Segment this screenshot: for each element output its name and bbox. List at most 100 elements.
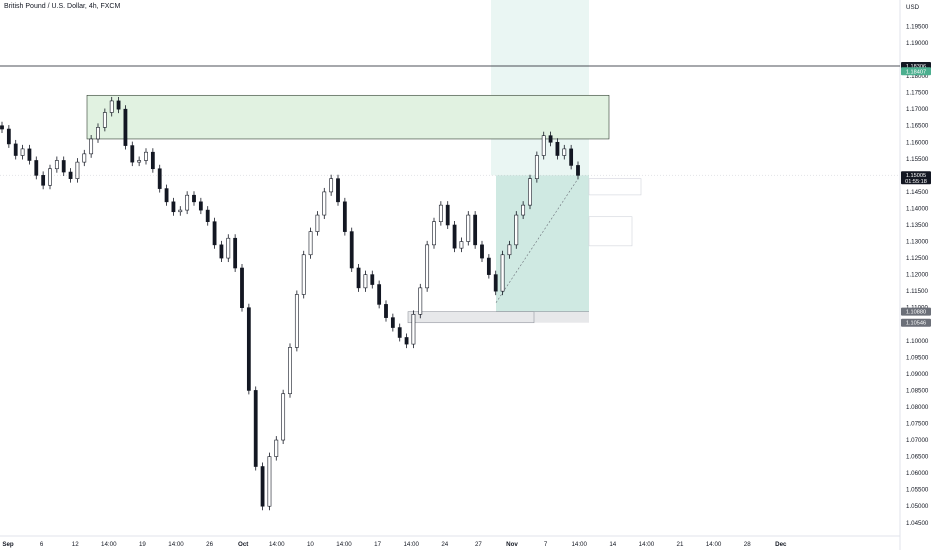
candle-body [349, 231, 354, 269]
x-tick-label: 26 [206, 541, 213, 548]
x-tick-label: 24 [441, 541, 448, 548]
x-tick-label: 17 [374, 541, 381, 548]
candle-body [541, 135, 546, 156]
x-tick-label: 7 [544, 541, 548, 548]
y-tick-label: 1.19000 [906, 40, 929, 47]
candle-body [96, 127, 100, 140]
candle-body [75, 161, 80, 179]
candle-body [27, 148, 32, 161]
x-tick-label: 14:00 [571, 541, 587, 548]
y-tick-label: 1.05500 [906, 487, 929, 494]
candle-body [34, 160, 39, 176]
resistance-zone[interactable] [86, 94, 610, 140]
candle-body [0, 125, 4, 130]
price-badge-label: 1.10546 [906, 321, 926, 327]
candle-body [425, 244, 430, 289]
y-tick-label: 1.06000 [906, 470, 929, 477]
candle-body [198, 201, 203, 211]
y-tick-label: 1.04500 [906, 520, 929, 527]
candle-body [480, 244, 484, 259]
candle-body [178, 209, 183, 213]
position-range-band [491, 0, 589, 66]
candle-body [185, 194, 190, 211]
price-badge-countdown: 01:55:18 [905, 179, 927, 185]
price-badge-label: 1.15005 [906, 173, 926, 179]
stop-zone[interactable] [408, 311, 589, 323]
x-tick-label: 12 [72, 541, 79, 548]
price-badge-label: 1.10880 [906, 310, 926, 316]
candle-body [281, 393, 286, 441]
candle-body [576, 165, 580, 176]
candle-body [528, 178, 532, 206]
y-tick-label: 1.06500 [906, 454, 929, 461]
candle-body [322, 191, 327, 216]
candle-body [41, 175, 46, 186]
price-badge-label: 1.18407 [906, 69, 926, 75]
price-badge-label: 1.18306 [906, 64, 926, 70]
candle-body [459, 241, 464, 249]
candle-body [260, 466, 265, 507]
y-tick-label: 1.07500 [906, 421, 929, 428]
candle-body [233, 237, 238, 269]
price-badge [901, 318, 931, 327]
y-tick-label: 1.18000 [906, 73, 929, 80]
candle-body [507, 244, 512, 256]
trend-projection-line [495, 178, 579, 303]
x-tick-label: 14:00 [168, 541, 184, 548]
stop-zone-outline [407, 311, 535, 324]
x-tick-label: 14:00 [706, 541, 722, 548]
candle-body [418, 287, 423, 315]
profit-zone[interactable] [496, 175, 589, 312]
candle-body [397, 327, 402, 338]
candle-body [20, 148, 25, 156]
x-tick-label: 10 [307, 541, 314, 548]
candle-body [130, 145, 135, 163]
y-tick-label: 1.05000 [906, 503, 929, 510]
candle-body [534, 155, 539, 179]
candle-body [514, 214, 519, 246]
y-tick-label: 1.12000 [906, 272, 929, 279]
y-tick-label: 1.17500 [906, 90, 929, 97]
y-tick-label: 1.11500 [906, 288, 928, 295]
x-tick-label: 14:00 [639, 541, 655, 548]
candle-body [102, 112, 107, 128]
x-tick-label: 21 [677, 541, 684, 548]
candle-body [308, 231, 313, 256]
price-badge [901, 171, 931, 185]
candle-body [466, 214, 471, 242]
chart-title: British Pound / U.S. Dollar, 4h, FXCM [4, 3, 121, 10]
candle-body [294, 294, 299, 348]
candle-body [315, 214, 320, 232]
price-badge [901, 67, 931, 76]
candle-body [288, 347, 292, 395]
x-tick-label: 14:00 [336, 541, 352, 548]
price-badge [901, 307, 931, 316]
candle-body [61, 160, 66, 173]
y-tick-label: 1.16500 [906, 123, 929, 130]
candle-body [329, 178, 334, 193]
candle-body [68, 171, 73, 179]
y-tick-label: 1.12500 [906, 255, 929, 262]
y-tick-label: 1.08500 [906, 387, 929, 394]
candle-body [144, 151, 148, 161]
candle-body [82, 153, 87, 163]
y-tick-label: 1.16000 [906, 139, 929, 146]
candle-body [377, 284, 382, 305]
candle-body [445, 204, 450, 226]
x-tick-label: 19 [139, 541, 146, 548]
candle-body [342, 201, 347, 232]
y-tick-label: 1.14000 [906, 205, 929, 212]
candle-body [370, 274, 375, 285]
y-tick-label: 1.17000 [906, 106, 929, 113]
x-tick-label: 14:00 [101, 541, 117, 548]
candle-body [157, 168, 162, 189]
candle-body [521, 204, 526, 216]
x-tick-label: 6 [40, 541, 44, 548]
candle-body [438, 204, 443, 222]
candle-body [267, 456, 272, 507]
candle-body [569, 148, 574, 166]
position-label-box [588, 216, 633, 247]
candle-body [240, 267, 244, 309]
candle-body [363, 274, 368, 289]
